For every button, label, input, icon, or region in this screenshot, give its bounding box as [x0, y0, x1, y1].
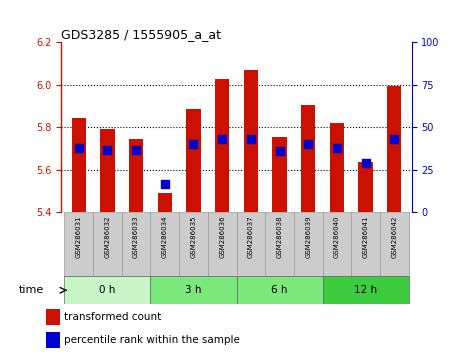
Bar [46, 332, 60, 348]
Text: GSM286041: GSM286041 [363, 216, 368, 258]
Text: 0 h: 0 h [99, 285, 115, 295]
Text: transformed count: transformed count [64, 312, 161, 322]
Bar [129, 139, 143, 212]
Text: time: time [19, 285, 44, 295]
Point [333, 145, 341, 151]
Point [161, 181, 168, 186]
Text: GDS3285 / 1555905_a_at: GDS3285 / 1555905_a_at [61, 28, 221, 41]
Bar [387, 86, 402, 212]
Point [276, 148, 283, 154]
Point [190, 142, 197, 147]
Point [75, 145, 82, 151]
Bar [208, 212, 236, 276]
Point [247, 137, 254, 142]
Bar [46, 309, 60, 325]
Bar [330, 123, 344, 212]
Bar [272, 137, 287, 212]
Point [305, 142, 312, 147]
Text: GSM286034: GSM286034 [162, 216, 168, 258]
Bar [158, 193, 172, 212]
Bar [179, 212, 208, 276]
Bar [236, 276, 323, 304]
Bar [64, 212, 93, 276]
Text: GSM286037: GSM286037 [248, 216, 254, 258]
Text: GSM286031: GSM286031 [76, 216, 82, 258]
Point [391, 137, 398, 142]
Bar [323, 276, 409, 304]
Bar [236, 212, 265, 276]
Point [219, 137, 226, 142]
Text: 6 h: 6 h [272, 285, 288, 295]
Bar [359, 162, 373, 212]
Point [362, 160, 369, 166]
Bar [186, 109, 201, 212]
Point [132, 147, 140, 152]
Bar [64, 276, 150, 304]
Bar [150, 212, 179, 276]
Bar [93, 212, 122, 276]
Bar [71, 118, 86, 212]
Text: GSM286036: GSM286036 [219, 216, 225, 258]
Text: percentile rank within the sample: percentile rank within the sample [64, 335, 239, 345]
Text: GSM286039: GSM286039 [305, 216, 311, 258]
Bar [294, 212, 323, 276]
Bar [215, 79, 229, 212]
Text: 12 h: 12 h [354, 285, 377, 295]
Text: GSM286038: GSM286038 [277, 216, 282, 258]
Bar [380, 212, 409, 276]
Text: GSM286032: GSM286032 [105, 216, 110, 258]
Point [104, 147, 111, 152]
Text: GSM286040: GSM286040 [334, 216, 340, 258]
Bar [244, 70, 258, 212]
Bar [351, 212, 380, 276]
Bar [100, 129, 114, 212]
Bar [301, 105, 315, 212]
Text: GSM286035: GSM286035 [191, 216, 196, 258]
Bar [323, 212, 351, 276]
Text: GSM286042: GSM286042 [391, 216, 397, 258]
Text: GSM286033: GSM286033 [133, 216, 139, 258]
Bar [122, 212, 150, 276]
Bar [150, 276, 236, 304]
Bar [265, 212, 294, 276]
Text: 3 h: 3 h [185, 285, 201, 295]
